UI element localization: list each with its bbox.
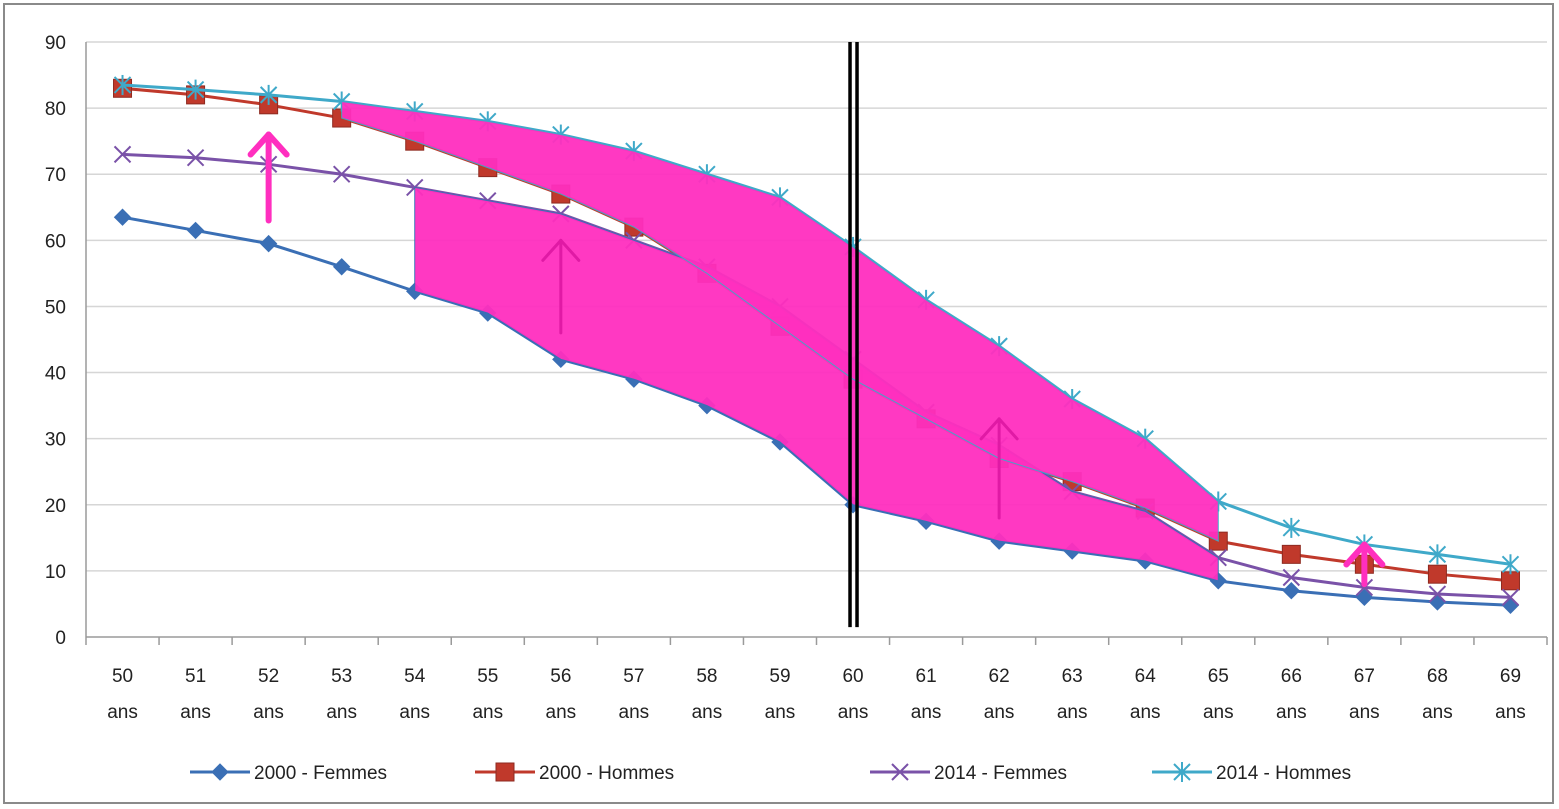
data-point-2014-hommes [113, 74, 132, 95]
data-point-2014-hommes [259, 84, 278, 105]
x-tick-label: 60 [842, 666, 863, 687]
x-tick-label: 56 [550, 666, 571, 687]
up-arrow-icon [247, 131, 290, 224]
y-tick-label: 20 [45, 496, 66, 517]
x-tick-label-unit: ans [1203, 702, 1234, 723]
data-point-2014-hommes [1428, 544, 1447, 565]
legend-item-2000-femmes: 2000 - Femmes [190, 763, 387, 784]
y-tick-label: 80 [45, 99, 66, 120]
up-arrow-icon [541, 238, 581, 335]
x-tick-label: 66 [1281, 666, 1302, 687]
legend-label: 2014 - Hommes [1216, 763, 1351, 784]
x-tick-label-unit: ans [765, 702, 796, 723]
x-tick-label-unit: ans [107, 702, 138, 723]
data-point-2014-femmes [1428, 585, 1447, 603]
data-point-2000-femmes [186, 221, 205, 240]
data-point-2000-hommes [1500, 571, 1520, 591]
x-tick-label: 69 [1500, 666, 1521, 687]
x-tick-label: 64 [1135, 666, 1157, 687]
data-point-2000-femmes [1501, 596, 1520, 614]
x-tick-label-unit: ans [1276, 702, 1307, 723]
data-point-2014-femmes [332, 165, 351, 183]
y-tick-label: 60 [45, 231, 66, 252]
y-tick-label: 90 [45, 33, 66, 54]
data-point-2000-femmes [113, 208, 132, 226]
x-tick-label: 59 [769, 666, 790, 687]
data-point-2014-hommes [186, 79, 205, 100]
legend-marker [1173, 762, 1191, 782]
up-arrow-icon [979, 417, 1019, 520]
y-axis-tick-labels: 0 10 20 30 40 50 60 70 80 90 [45, 33, 66, 649]
y-tick-label: 70 [45, 165, 66, 186]
x-tick-label-unit: ans [838, 702, 869, 723]
legend-item-2000-hommes: 2000 - Hommes [475, 762, 674, 784]
data-point-2000-femmes [332, 258, 351, 276]
data-point-2000-femmes [1282, 582, 1301, 600]
x-tick-label-unit: ans [1349, 702, 1380, 723]
data-point-2014-femmes [1501, 588, 1520, 607]
x-tick-label-unit: ans [984, 702, 1015, 723]
x-tick-label-unit: ans [692, 702, 723, 723]
x-tick-label: 50 [112, 666, 133, 687]
y-tick-label: 10 [45, 562, 66, 583]
legend-label: 2014 - Femmes [934, 763, 1067, 784]
axes [85, 42, 1548, 645]
x-tick-label-unit: ans [326, 702, 357, 723]
x-tick-label: 68 [1427, 666, 1448, 687]
legend-item-2014-hommes: 2014 - Hommes [1152, 762, 1351, 784]
data-point-2000-hommes [1427, 564, 1447, 584]
data-point-2014-femmes [1355, 578, 1374, 597]
data-point-2000-femmes [1355, 588, 1374, 607]
highlight-band-hommes [341, 100, 1219, 542]
x-tick-label-unit: ans [911, 702, 942, 723]
x-tick-label-unit: ans [1422, 702, 1453, 723]
x-tick-label: 58 [696, 666, 717, 687]
x-tick-label: 52 [258, 666, 279, 687]
x-tick-label-unit: ans [472, 702, 503, 723]
data-point-2014-hommes [1501, 554, 1520, 575]
x-tick-label-unit: ans [619, 702, 650, 723]
x-tick-label: 53 [331, 666, 352, 687]
x-tick-label: 55 [477, 666, 498, 687]
x-tick-label: 62 [989, 666, 1010, 687]
data-point-2014-hommes [1282, 517, 1301, 538]
x-tick-label: 61 [916, 666, 937, 687]
legend-marker [891, 763, 909, 781]
legend-label: 2000 - Hommes [539, 763, 674, 784]
data-point-2014-femmes [1282, 568, 1301, 587]
x-tick-label-unit: ans [1057, 702, 1088, 723]
data-point-2000-hommes [1281, 544, 1301, 564]
x-tick-label: 63 [1062, 666, 1083, 687]
x-tick-label: 67 [1354, 666, 1375, 687]
up-arrow-icon [1343, 541, 1386, 588]
x-tick-label: 51 [185, 666, 206, 687]
x-tick-label: 57 [623, 666, 644, 687]
x-tick-label-unit: ans [1495, 702, 1526, 723]
x-tick-label: 54 [404, 666, 426, 687]
x-tick-label-unit: ans [546, 702, 577, 723]
data-point-2014-femmes [186, 148, 205, 167]
x-tick-label-unit: ans [1130, 702, 1161, 723]
legend-item-2014-femmes: 2014 - Femmes [870, 763, 1067, 784]
legend-label: 2000 - Femmes [254, 763, 387, 784]
data-point-2000-femmes [1428, 593, 1447, 611]
x-axis-tick-labels: 50 ans 51 ans 52 ans 53 ans 54 ans 55 ans 56 ans 57 ans… [107, 666, 1526, 723]
legend: 2000 - Femmes 2000 - Hommes 2014 - Femmes 2… [190, 762, 1351, 784]
x-tick-label: 65 [1208, 666, 1229, 687]
data-point-2000-femmes [259, 234, 278, 253]
y-tick-label: 40 [45, 364, 66, 385]
annotations [247, 42, 1386, 628]
legend-marker [211, 763, 229, 781]
x-tick-label-unit: ans [253, 702, 284, 723]
data-point-2014-femmes [113, 145, 132, 164]
y-tick-label: 0 [55, 628, 66, 649]
x-tick-label-unit: ans [399, 702, 430, 723]
y-tick-label: 30 [45, 430, 66, 451]
x-tick-label-unit: ans [180, 702, 211, 723]
legend-marker [495, 762, 515, 782]
y-tick-label: 50 [45, 297, 66, 318]
